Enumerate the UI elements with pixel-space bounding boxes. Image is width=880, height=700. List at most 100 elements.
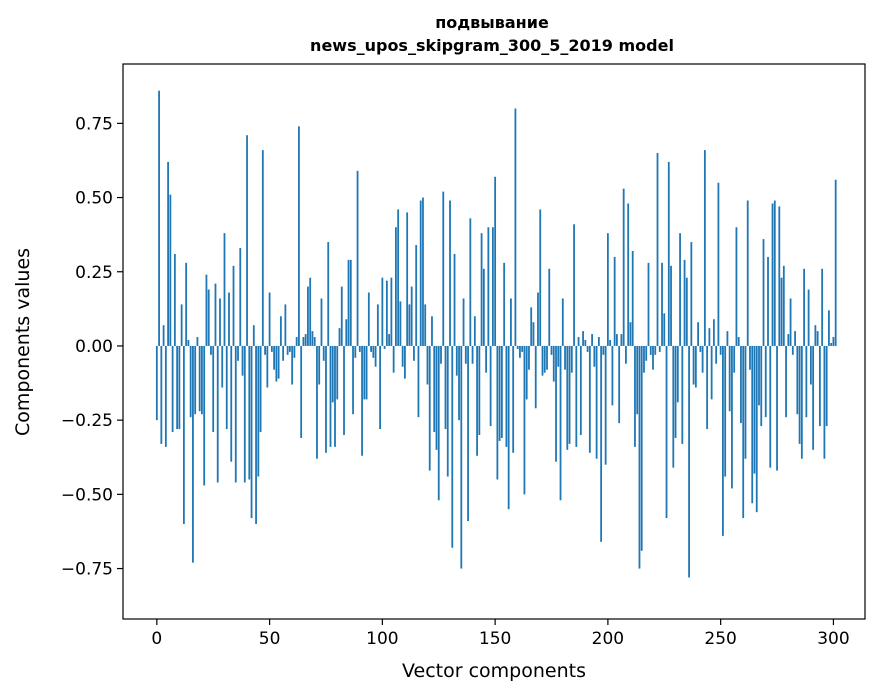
- bar: [782, 265, 785, 346]
- bar: [250, 345, 253, 519]
- bar: [385, 280, 388, 346]
- bar: [298, 126, 300, 346]
- bar: [293, 345, 296, 358]
- bar: [593, 345, 596, 367]
- bar: [564, 345, 566, 370]
- bar: [383, 345, 386, 349]
- bar: [307, 286, 309, 346]
- bar: [710, 345, 713, 400]
- bar: [636, 345, 639, 415]
- bar: [812, 345, 815, 450]
- bar: [460, 345, 463, 569]
- bar: [189, 345, 192, 418]
- bar: [410, 286, 413, 346]
- bar: [399, 301, 402, 346]
- bar: [760, 345, 763, 427]
- bar: [579, 345, 582, 435]
- bar: [708, 328, 711, 346]
- bar: [573, 224, 575, 346]
- y-tick-label: −0.75: [61, 560, 113, 580]
- bar: [336, 345, 339, 400]
- bar: [728, 345, 731, 412]
- bar: [595, 345, 598, 459]
- bar: [658, 345, 661, 352]
- bar: [219, 298, 221, 346]
- bar: [476, 345, 478, 456]
- bar: [825, 345, 828, 427]
- bar: [818, 345, 821, 427]
- bar: [322, 345, 325, 361]
- chart-title-line-1: подвывание: [435, 13, 549, 32]
- bar: [406, 212, 409, 346]
- bar: [512, 345, 515, 453]
- bar: [769, 345, 772, 468]
- bar: [374, 345, 377, 367]
- bar: [345, 319, 348, 346]
- bar: [358, 345, 361, 352]
- x-axis-label: Vector components: [402, 660, 586, 682]
- bar: [552, 345, 555, 382]
- bar: [548, 268, 551, 346]
- bar: [703, 150, 706, 346]
- bar: [528, 345, 530, 370]
- bar: [176, 345, 179, 430]
- x-tick-label: 50: [259, 629, 281, 649]
- bar: [388, 334, 391, 346]
- bar: [726, 331, 729, 346]
- x-axis-ticks: 0 50 100 150 200 250 300: [151, 619, 850, 649]
- bar: [753, 345, 756, 474]
- bar: [487, 227, 490, 346]
- bar: [649, 345, 652, 355]
- bar: [158, 90, 160, 346]
- bar: [740, 345, 742, 424]
- bar: [284, 304, 287, 346]
- bar: [559, 345, 562, 501]
- bar: [737, 337, 740, 346]
- bar: [661, 262, 663, 346]
- bar: [828, 310, 830, 346]
- bar: [618, 345, 621, 424]
- x-tick-label: 150: [479, 629, 511, 649]
- bar: [534, 345, 537, 409]
- bar: [417, 345, 420, 418]
- bar: [830, 342, 833, 346]
- bar: [230, 345, 233, 462]
- bar: [491, 227, 494, 346]
- bar: [620, 334, 623, 346]
- bar: [428, 345, 431, 471]
- bar: [523, 345, 526, 495]
- bar: [568, 345, 571, 444]
- bar: [234, 345, 237, 483]
- bar: [446, 345, 449, 477]
- bar: [370, 345, 372, 352]
- bar: [408, 304, 411, 346]
- bar: [178, 345, 181, 430]
- x-tick-label: 200: [592, 629, 624, 649]
- bar: [521, 345, 524, 352]
- bar: [334, 345, 336, 447]
- bar: [496, 345, 499, 480]
- bar: [663, 313, 666, 346]
- bar: [455, 345, 458, 376]
- bar: [746, 200, 749, 346]
- bar: [690, 242, 693, 346]
- bar: [586, 345, 589, 352]
- bar: [291, 345, 294, 385]
- bar: [426, 345, 429, 385]
- y-tick-label: 0.00: [75, 337, 113, 357]
- bar: [638, 345, 641, 569]
- bar: [415, 245, 418, 346]
- bar: [516, 345, 519, 349]
- bar: [246, 135, 248, 346]
- bar: [685, 277, 688, 346]
- bar: [331, 345, 334, 403]
- bar: [467, 345, 469, 522]
- bar: [683, 259, 686, 346]
- y-axis-ticks: −0.75 −0.50 −0.25 0.00 0.25 0.50 0.75: [61, 114, 123, 580]
- bar: [656, 153, 659, 346]
- bar: [471, 345, 474, 364]
- bar: [221, 345, 224, 388]
- bar: [507, 345, 510, 510]
- bar: [706, 345, 709, 430]
- bar: [295, 337, 298, 346]
